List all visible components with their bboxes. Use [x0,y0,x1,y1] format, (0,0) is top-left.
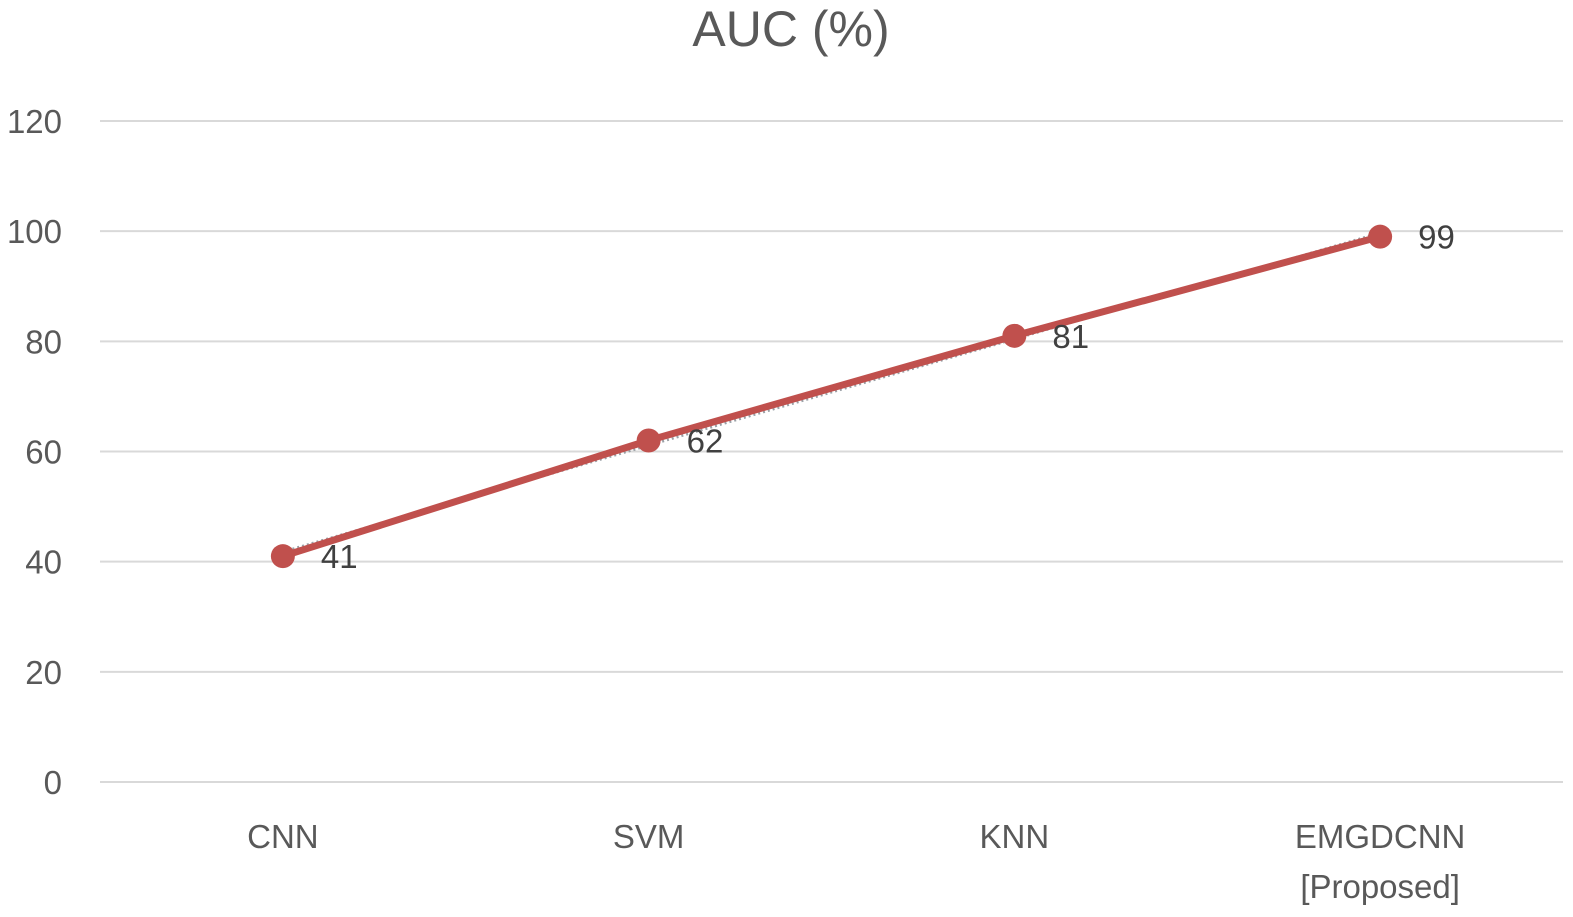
data-labels: 41 62 81 99 [321,219,1455,575]
x-tick-label: SVM [613,818,685,855]
data-label: 41 [321,538,358,575]
y-tick-label: 40 [25,544,62,581]
chart-title: AUC (%) [692,1,889,57]
data-label: 99 [1418,219,1455,256]
data-label: 81 [1052,318,1089,355]
series-line [279,233,1384,560]
y-tick-label: 60 [25,434,62,471]
x-tick-label: KNN [980,818,1050,855]
x-axis-ticks: CNN SVM KNN EMGDCNN [Proposed] [247,818,1465,905]
y-tick-label: 0 [44,764,62,801]
x-tick-label: CNN [247,818,319,855]
data-label: 62 [687,422,724,459]
y-tick-label: 120 [7,103,62,140]
series-layer [270,224,1393,569]
y-tick-label: 100 [7,213,62,250]
y-axis-ticks: 0 20 40 60 80 100 120 [7,103,62,801]
gridlines [100,120,1563,783]
data-point-marker [270,544,295,569]
data-point-marker [636,428,661,453]
data-point-marker [1002,323,1027,348]
y-tick-label: 80 [25,323,62,360]
x-tick-label: EMGDCNN [1295,818,1466,855]
x-tick-label: [Proposed] [1300,868,1460,905]
y-tick-label: 20 [25,654,62,691]
data-point-marker [1368,224,1393,249]
